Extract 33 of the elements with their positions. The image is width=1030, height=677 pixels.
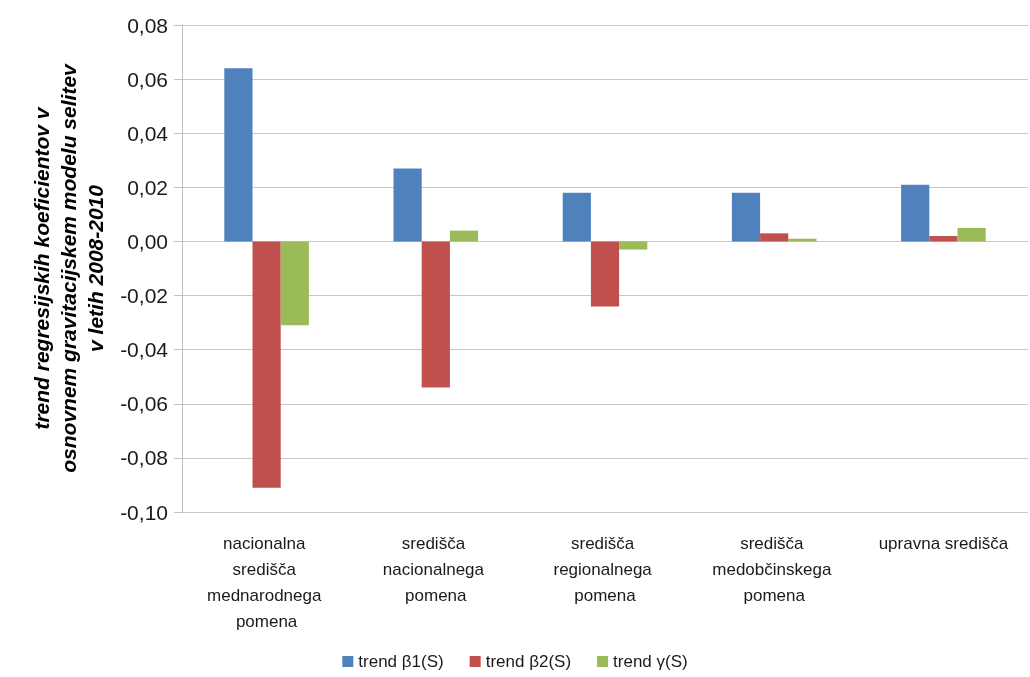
bar xyxy=(393,168,422,242)
bar xyxy=(224,68,253,242)
legend-label: trend γ(S) xyxy=(613,652,688,671)
bar xyxy=(760,233,789,242)
bar xyxy=(590,241,620,307)
legend-label: trend β1(S) xyxy=(358,652,444,671)
y-tick-label: 0,04 xyxy=(127,121,169,145)
x-tick-label: središča medobčinskega pomena xyxy=(712,533,837,605)
y-tick-label: 0,08 xyxy=(127,13,168,37)
bar xyxy=(957,227,986,242)
y-tick-label: -0,02 xyxy=(120,284,168,308)
bar xyxy=(252,241,281,488)
x-tick-label: upravna središča xyxy=(878,533,1009,553)
bar xyxy=(901,184,930,242)
y-tick-label: -0,08 xyxy=(120,446,168,470)
y-tick-label: 0,02 xyxy=(127,175,168,199)
y-tick-label: -0,10 xyxy=(120,500,168,524)
legend-label: trend β2(S) xyxy=(485,652,572,671)
x-tick-label: središča regionalnega pomena xyxy=(553,533,657,605)
bar xyxy=(280,241,309,326)
x-tick-label: središča nacionalnega pomena xyxy=(382,533,489,605)
y-tick-label: -0,04 xyxy=(120,338,169,362)
bar xyxy=(421,241,450,388)
bar xyxy=(449,230,479,242)
y-tick-label: 0,06 xyxy=(127,67,168,91)
y-tick-label: 0,00 xyxy=(127,229,168,253)
y-tick-label: -0,06 xyxy=(120,392,168,416)
x-tick-label: nacionalna središča mednarodnega pomena xyxy=(207,533,327,631)
y-axis-title: trend regresijskih koeficientov v osnovnem gravitacijskem modelu selitev v letih 2008-2010 xyxy=(30,62,108,473)
bar xyxy=(929,236,958,242)
bar xyxy=(619,241,648,250)
bar xyxy=(562,192,591,242)
bar xyxy=(731,192,761,242)
